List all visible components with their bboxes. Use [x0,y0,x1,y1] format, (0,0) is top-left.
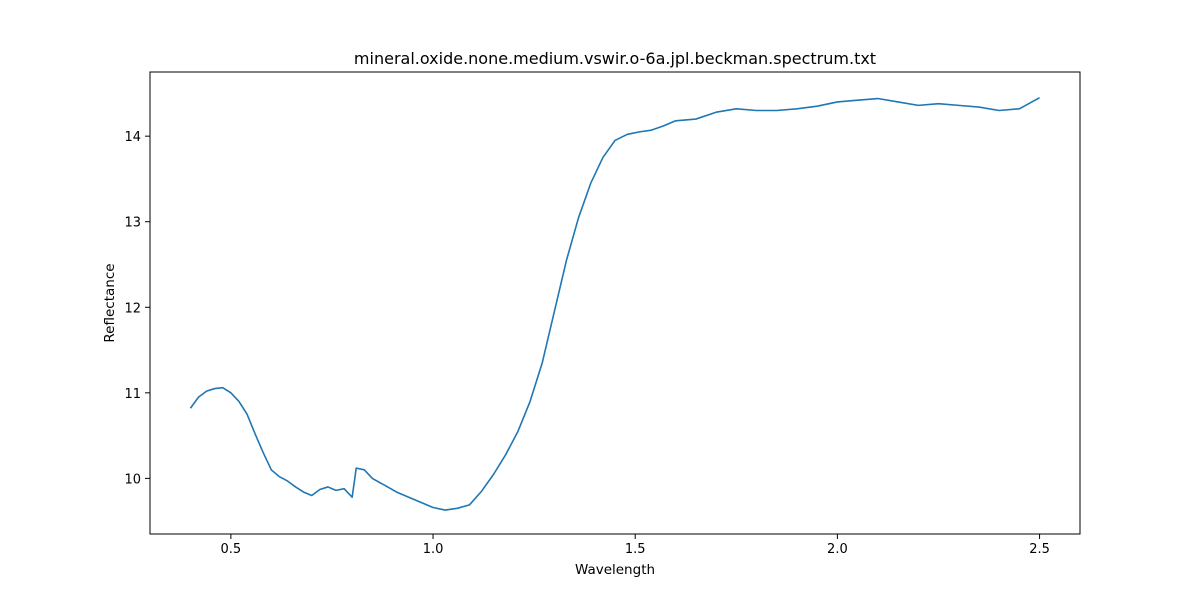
reflectance-series-line [189,96,1040,511]
x-axis-label: Wavelength [575,562,655,578]
x-tick-label: 1.0 [423,542,444,557]
y-tick-label: 10 [124,472,141,487]
x-tick-label: 0.5 [221,542,242,557]
x-axis-ticks: 0.5 1.0 1.5 2.0 2.5 [221,534,1050,557]
plot-area [149,71,1081,535]
y-axis-label: Reflectance [102,263,118,342]
y-tick-label: 13 [124,216,141,231]
x-tick-label: 2.0 [827,542,848,557]
x-tick-label: 1.5 [625,542,646,557]
y-tick-label: 14 [124,130,141,145]
x-tick-label: 2.5 [1029,542,1050,557]
chart-title: mineral.oxide.none.medium.vswir.o-6a.jpl… [354,49,876,68]
y-tick-label: 12 [124,301,141,316]
series-layer [189,96,1040,511]
y-tick-label: 11 [124,387,141,402]
y-axis-ticks: 10 11 12 13 14 [124,130,150,487]
